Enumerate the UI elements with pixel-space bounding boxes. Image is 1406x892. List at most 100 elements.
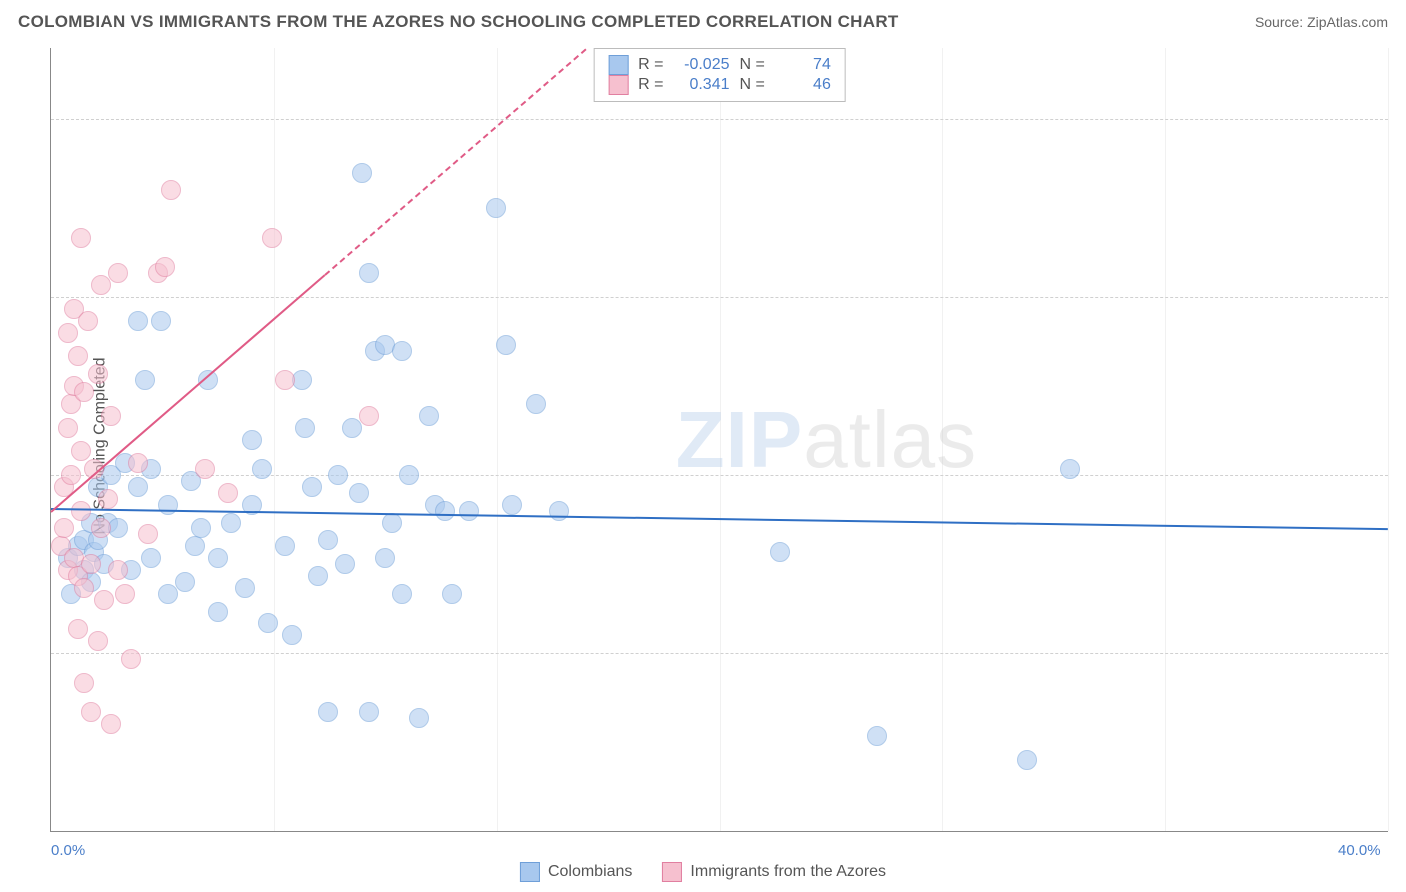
gridline-vertical xyxy=(720,48,721,831)
data-point xyxy=(308,566,328,586)
data-point xyxy=(68,346,88,366)
correlation-legend: R =-0.025 N =74R = 0.341 N = 46 xyxy=(593,48,846,102)
gridline-vertical xyxy=(274,48,275,831)
data-point xyxy=(98,489,118,509)
data-point xyxy=(175,572,195,592)
data-point xyxy=(81,554,101,574)
watermark-logo-rest: atlas xyxy=(803,395,977,484)
data-point xyxy=(161,180,181,200)
data-point xyxy=(88,364,108,384)
data-point xyxy=(502,495,522,515)
source-name: ZipAtlas.com xyxy=(1307,14,1388,30)
data-point xyxy=(185,536,205,556)
data-point xyxy=(235,578,255,598)
legend-N-value: 46 xyxy=(775,76,831,94)
gridline-vertical xyxy=(1388,48,1389,831)
data-point xyxy=(135,370,155,390)
data-point xyxy=(218,483,238,503)
data-point xyxy=(770,542,790,562)
data-point xyxy=(71,228,91,248)
data-point xyxy=(71,441,91,461)
data-point xyxy=(81,702,101,722)
data-point xyxy=(359,702,379,722)
data-point xyxy=(155,257,175,277)
data-point xyxy=(242,430,262,450)
data-point xyxy=(399,465,419,485)
legend-series-item: Immigrants from the Azores xyxy=(662,862,886,882)
data-point xyxy=(121,649,141,669)
data-point xyxy=(108,560,128,580)
source-prefix: Source: xyxy=(1255,14,1307,30)
data-point xyxy=(128,453,148,473)
watermark-logo-bold: ZIP xyxy=(676,395,803,484)
data-point xyxy=(71,501,91,521)
data-point xyxy=(349,483,369,503)
data-point xyxy=(275,536,295,556)
legend-swatch xyxy=(520,862,540,882)
data-point xyxy=(282,625,302,645)
gridline-vertical xyxy=(497,48,498,831)
data-point xyxy=(295,418,315,438)
data-point xyxy=(58,323,78,343)
data-point xyxy=(138,524,158,544)
data-point xyxy=(252,459,272,479)
watermark: ZIPatlas xyxy=(676,394,977,486)
data-point xyxy=(58,418,78,438)
legend-N-label: N = xyxy=(740,76,765,94)
data-point xyxy=(61,465,81,485)
data-point xyxy=(101,714,121,734)
data-point xyxy=(1060,459,1080,479)
data-point xyxy=(191,518,211,538)
gridline-vertical xyxy=(1165,48,1166,831)
legend-stat-row: R =-0.025 N =74 xyxy=(608,55,831,75)
legend-R-label: R = xyxy=(638,76,663,94)
data-point xyxy=(359,263,379,283)
data-point xyxy=(275,370,295,390)
legend-series-label: Colombians xyxy=(548,863,632,881)
data-point xyxy=(74,382,94,402)
legend-swatch xyxy=(662,862,682,882)
data-point xyxy=(392,341,412,361)
data-point xyxy=(262,228,282,248)
x-tick-label: 40.0% xyxy=(1338,842,1381,859)
legend-R-value: -0.025 xyxy=(674,56,730,74)
data-point xyxy=(74,673,94,693)
data-point xyxy=(382,513,402,533)
data-point xyxy=(409,708,429,728)
data-point xyxy=(442,584,462,604)
data-point xyxy=(221,513,241,533)
data-point xyxy=(78,311,98,331)
chart-header: COLOMBIAN VS IMMIGRANTS FROM THE AZORES … xyxy=(0,0,1406,40)
legend-R-value: 0.341 xyxy=(674,76,730,94)
data-point xyxy=(141,548,161,568)
data-point xyxy=(867,726,887,746)
legend-series-label: Immigrants from the Azores xyxy=(690,863,886,881)
legend-swatch xyxy=(608,75,628,95)
plot-area-wrap: ZIPatlas R =-0.025 N =74R =0.341 N =46 1… xyxy=(50,48,1388,832)
data-point xyxy=(258,613,278,633)
data-point xyxy=(195,459,215,479)
legend-series-item: Colombians xyxy=(520,862,632,882)
data-point xyxy=(335,554,355,574)
data-point xyxy=(54,518,74,538)
data-point xyxy=(128,477,148,497)
x-tick-label: 0.0% xyxy=(51,842,85,859)
data-point xyxy=(1017,750,1037,770)
data-point xyxy=(392,584,412,604)
data-point xyxy=(208,602,228,622)
legend-stat-row: R = 0.341 N = 46 xyxy=(608,75,831,95)
data-point xyxy=(91,518,111,538)
legend-N-value: 74 xyxy=(775,56,831,74)
data-point xyxy=(352,163,372,183)
data-point xyxy=(459,501,479,521)
data-point xyxy=(435,501,455,521)
data-point xyxy=(128,311,148,331)
data-point xyxy=(375,548,395,568)
data-point xyxy=(419,406,439,426)
data-point xyxy=(74,578,94,598)
data-point xyxy=(526,394,546,414)
data-point xyxy=(328,465,348,485)
data-point xyxy=(318,702,338,722)
data-point xyxy=(208,548,228,568)
data-point xyxy=(302,477,322,497)
